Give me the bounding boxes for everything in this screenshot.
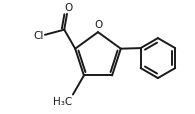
Text: Cl: Cl: [34, 31, 44, 40]
Text: O: O: [65, 3, 73, 13]
Text: O: O: [95, 19, 103, 29]
Text: H₃C: H₃C: [53, 97, 72, 107]
